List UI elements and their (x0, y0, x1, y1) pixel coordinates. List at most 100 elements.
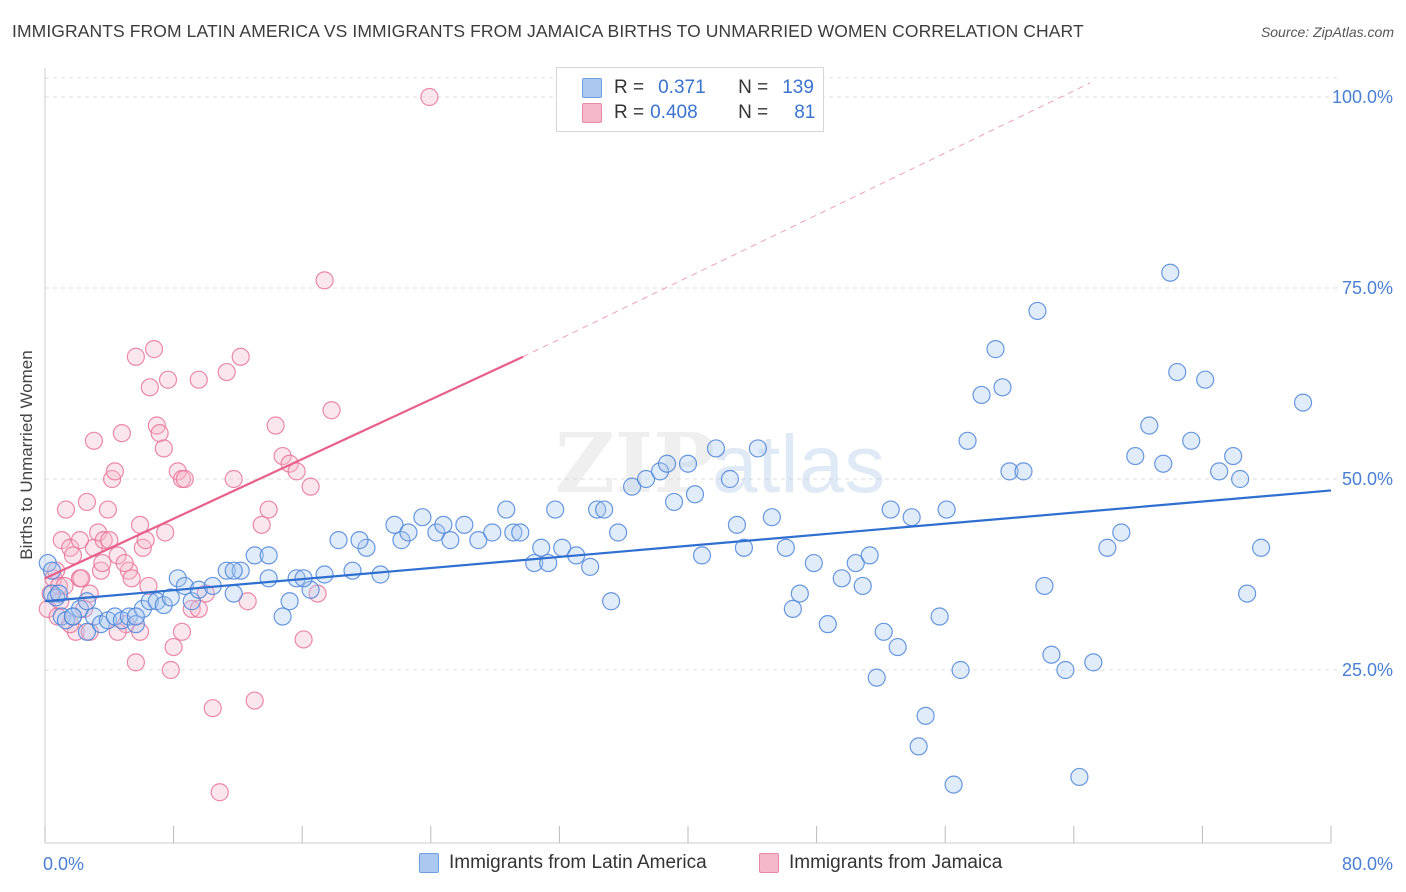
y-tick-label: 25.0% (1342, 660, 1393, 680)
data-point (273, 446, 292, 466)
axes (44, 68, 1332, 844)
y-tick-label: 75.0% (1342, 278, 1393, 298)
data-point (294, 630, 313, 649)
data-point (1210, 462, 1229, 481)
legend-label: Immigrants from Latin America (449, 852, 707, 873)
data-point (846, 553, 865, 573)
data-point (175, 469, 194, 489)
data-point (280, 592, 299, 611)
data-point (112, 424, 131, 443)
data-point (273, 607, 292, 626)
data-point (1224, 446, 1243, 466)
data-point (1035, 576, 1054, 596)
data-point (108, 546, 127, 565)
grid-lines (45, 77, 1337, 671)
data-point (217, 561, 236, 580)
data-point (504, 523, 523, 542)
data-point (322, 401, 341, 420)
legend-label: Immigrants from Jamaica (789, 852, 1003, 873)
data-point (546, 500, 565, 519)
watermark-atlas: atlas (712, 419, 885, 510)
legend-item-latin-america[interactable]: Immigrants from Latin America (419, 852, 707, 874)
legend-n-value: 81 (794, 102, 816, 123)
data-point (126, 653, 145, 672)
data-point (385, 515, 404, 534)
data-point (56, 500, 76, 519)
data-point (203, 699, 222, 718)
data-point (867, 668, 886, 687)
trend-lines (44, 82, 1332, 603)
data-point (972, 385, 991, 405)
watermark: ZIP atlas (555, 416, 885, 512)
legend-swatch-blue (419, 853, 439, 873)
data-point (1084, 653, 1103, 672)
series-legend: Immigrants from Latin America Immigrants… (0, 852, 1406, 878)
chart-title: IMMIGRANTS FROM LATIN AMERICA VS IMMIGRA… (12, 21, 1084, 41)
data-point (156, 523, 175, 542)
data-point (252, 515, 271, 534)
data-point (664, 492, 684, 512)
data-point (888, 637, 907, 657)
data-point (182, 592, 201, 611)
data-point (804, 553, 823, 573)
data-point (133, 599, 152, 618)
y-tick-label: 50.0% (1342, 469, 1393, 489)
data-point (329, 531, 348, 550)
data-point (853, 576, 872, 596)
data-point (182, 599, 201, 618)
legend-swatch-pink (582, 103, 602, 123)
data-point (1098, 538, 1117, 557)
data-point (343, 561, 362, 580)
data-point (119, 607, 138, 626)
legend-r-value: 0.408 (650, 102, 698, 123)
data-point (77, 622, 97, 641)
data-point (1196, 370, 1215, 389)
data-point (455, 515, 474, 534)
data-point (168, 569, 187, 588)
data-point (930, 607, 949, 626)
legend-row-jamaica: R = 0.408 N = 81 (557, 101, 815, 125)
data-point (231, 347, 250, 366)
data-point (126, 347, 145, 366)
legend-swatch-pink (759, 853, 779, 873)
data-point (150, 424, 169, 443)
legend-r-value: 0.371 (658, 77, 706, 98)
data-point (1126, 446, 1145, 466)
data-point (224, 584, 243, 603)
data-point (126, 607, 145, 626)
data-point (63, 546, 83, 565)
data-point (909, 737, 928, 756)
data-point (1056, 660, 1075, 680)
data-point (413, 508, 432, 527)
data-point (98, 500, 118, 519)
data-point (734, 538, 754, 557)
data-point (172, 622, 192, 641)
data-point (832, 569, 851, 588)
series-jamaica-points (38, 87, 439, 802)
data-point (189, 370, 208, 389)
data-point (161, 588, 180, 607)
trend-line-latin-america (44, 489, 1332, 603)
correlation-legend: R = 0.371 N = 139 R = 0.408 N = 81 (556, 67, 824, 132)
data-point (122, 569, 141, 588)
data-point (238, 592, 257, 611)
data-point (70, 599, 90, 618)
data-point (1293, 393, 1313, 412)
data-point (727, 515, 747, 534)
data-point (595, 500, 614, 519)
legend-row-latin-america: R = 0.371 N = 139 (557, 76, 814, 100)
data-point (678, 454, 698, 473)
data-point (720, 469, 740, 489)
data-point (224, 561, 243, 580)
data-point (776, 538, 795, 557)
data-point (902, 508, 921, 527)
data-point (315, 565, 334, 584)
legend-item-jamaica[interactable]: Immigrants from Jamaica (759, 852, 1002, 874)
data-point (1252, 538, 1271, 557)
data-point (84, 431, 104, 450)
data-point (497, 500, 516, 519)
data-point (1182, 431, 1201, 450)
data-point (164, 637, 183, 657)
data-point (371, 565, 390, 584)
